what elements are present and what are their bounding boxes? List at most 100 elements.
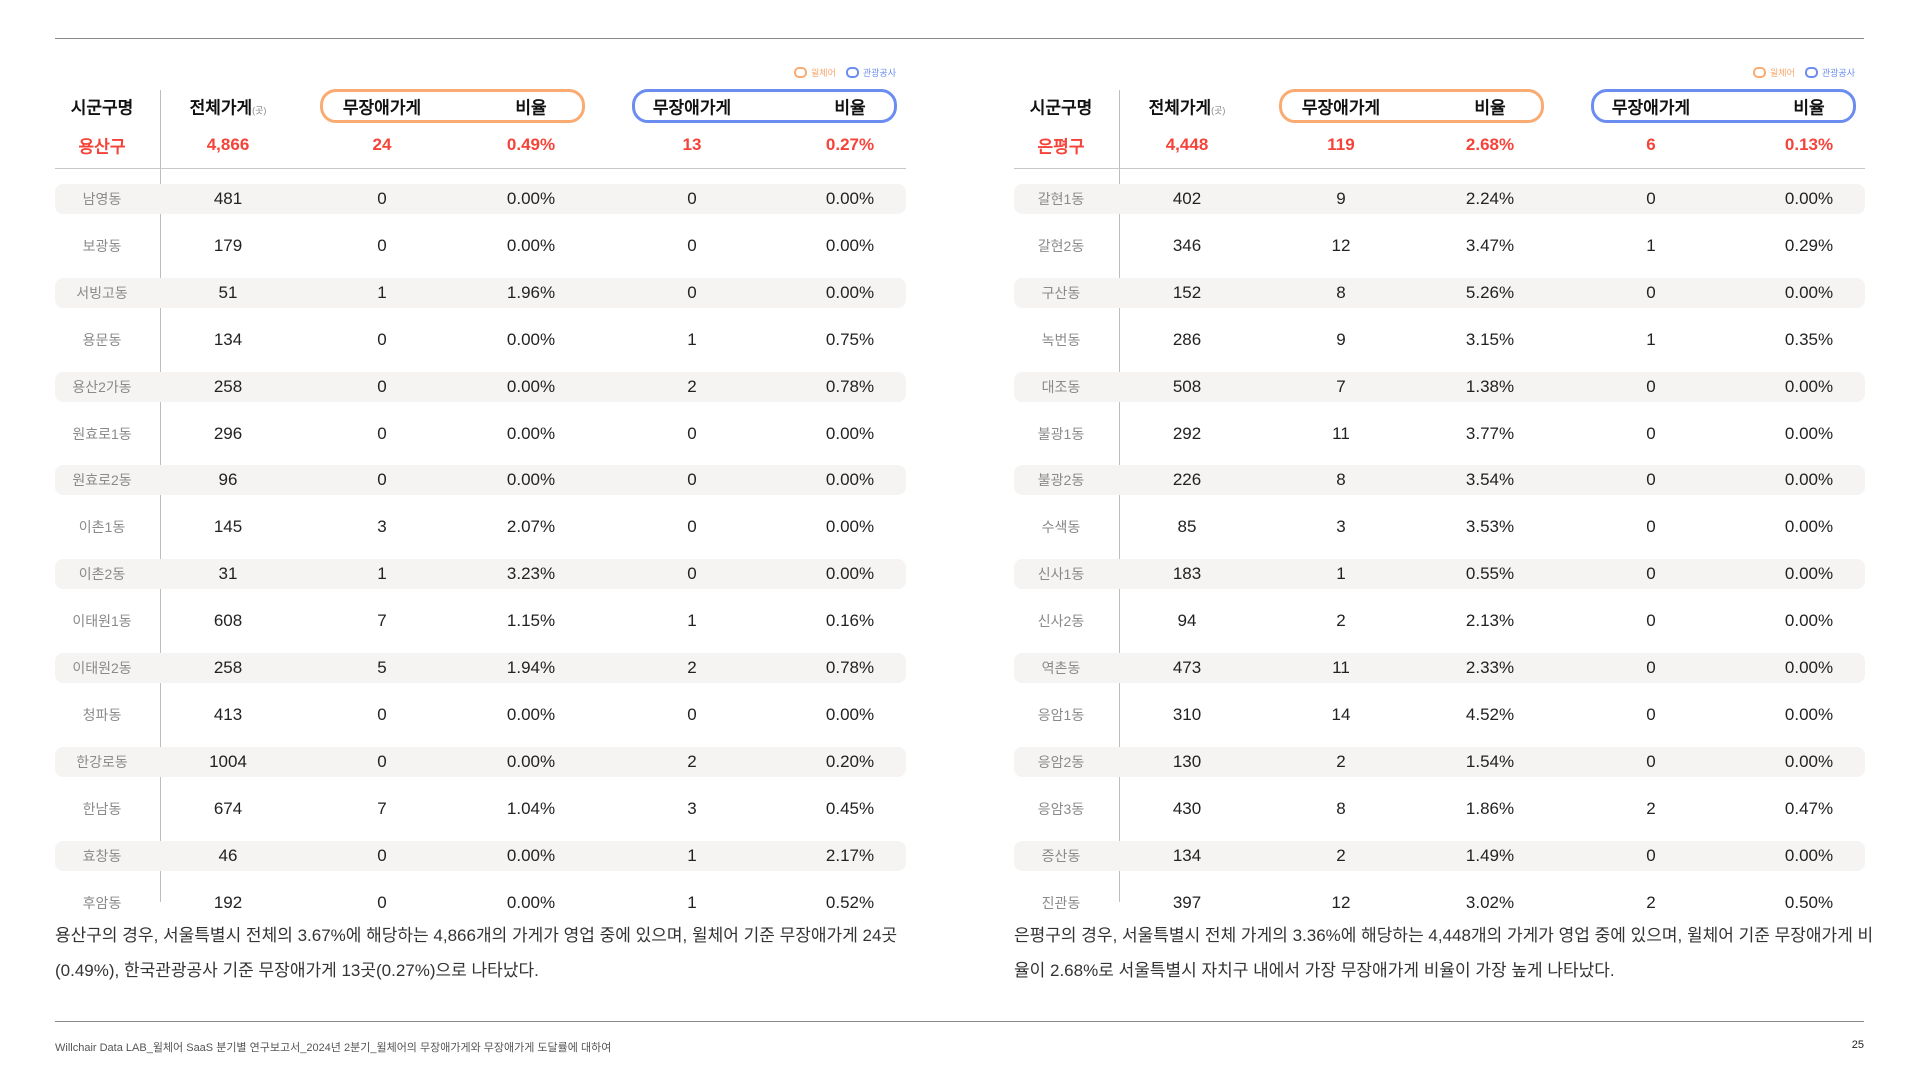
tourism-ratio: 0.00% [1784, 376, 1834, 396]
total-stores: 258 [213, 658, 243, 677]
summary-paragraph-right: 은평구의 경우, 서울특별시 전체 가게의 3.36%에 해당하는 4,448개… [1014, 926, 1874, 980]
tourism-count: 0 [1646, 189, 1656, 208]
wheelchair-ratio: 3.77% [1465, 423, 1515, 443]
summary-paragraph-left: 용산구의 경우, 서울특별시 전체의 3.67%에 해당하는 4,866개의 가… [55, 926, 898, 980]
tourism-count: 0 [1646, 564, 1656, 584]
tourism-legend-ring-icon [845, 67, 859, 78]
header-ratio: 비율 [515, 94, 546, 119]
legend: 윌체어 관광공사 [1753, 66, 1855, 79]
header-label: 무장애가게 [342, 98, 422, 118]
tourism-count: 0 [1646, 611, 1656, 631]
legend: 윌체어 관광공사 [794, 66, 896, 79]
table-row: 이촌2동 31 1 3.23% 0 0.00% [55, 551, 906, 597]
wheelchair-ratio: 1.96% [506, 282, 556, 302]
tourism-ratio: 0.00% [1784, 189, 1834, 208]
wheelchair-count: 7 [377, 611, 387, 631]
summary-name: 은평구 [1037, 137, 1085, 157]
wheelchair-ratio: 0.00% [506, 845, 556, 865]
tourism-count: 3 [687, 798, 697, 818]
wheelchair-count: 2 [1336, 611, 1346, 631]
wheelchair-ratio: 2.24% [1465, 189, 1515, 208]
wheelchair-ratio: 3.23% [506, 564, 556, 584]
wheelchair-count: 2 [1336, 845, 1346, 865]
wheelchair-count: 0 [377, 423, 387, 443]
wheelchair-ratio: 3.15% [1465, 329, 1515, 349]
wheelchair-count: 3 [1336, 517, 1346, 537]
tourism-count: 0 [1646, 423, 1656, 443]
header-label: 비율 [1793, 98, 1825, 118]
total-stores: 508 [1172, 376, 1202, 396]
header-ratio: 비율 [1474, 94, 1505, 119]
wheelchair-ratio: 0.55% [1465, 564, 1515, 584]
header-label: 비율 [1474, 98, 1506, 118]
wheelchair-ratio: 0.00% [506, 235, 556, 255]
table-row: 원효로1동 296 0 0.00% 0 0.00% [55, 411, 906, 457]
total-stores: 130 [1172, 751, 1202, 771]
table-row: 구산동 152 8 5.26% 0 0.00% [1014, 270, 1865, 316]
header-unit: (곳) [252, 105, 267, 116]
tourism-ratio: 0.00% [1784, 751, 1834, 771]
total-stores: 296 [213, 423, 243, 443]
dong-name: 진관동 [1041, 894, 1081, 911]
total-stores: 85 [1177, 517, 1197, 537]
tourism-count: 0 [687, 564, 697, 584]
wheelchair-count: 0 [377, 704, 387, 724]
total-stores: 192 [213, 892, 243, 912]
wheelchair-ratio: 0.00% [506, 376, 556, 396]
tourism-header-pill [1591, 89, 1856, 123]
total-stores: 402 [1172, 189, 1202, 208]
wheelchair-header-pill [1279, 89, 1544, 123]
total-stores: 134 [213, 329, 243, 349]
dong-name: 원효로1동 [72, 425, 132, 442]
tourism-ratio: 0.29% [1784, 235, 1834, 255]
total-stores: 226 [1172, 470, 1202, 490]
wheelchair-ratio: 1.04% [506, 798, 556, 818]
total-stores: 608 [213, 611, 243, 631]
dong-name: 이태원1동 [72, 613, 132, 630]
table-row: 서빙고동 51 1 1.96% 0 0.00% [55, 270, 906, 316]
tourism-ratio: 0.47% [1784, 798, 1834, 818]
dong-name: 증산동 [1041, 847, 1081, 864]
tourism-count: 1 [687, 329, 697, 349]
total-stores: 258 [213, 376, 243, 396]
total-stores: 674 [213, 798, 243, 818]
wheelchair-count: 1 [377, 282, 387, 302]
summary-wc_ratio: 2.68% [1465, 135, 1515, 154]
table-row: 신사1동 183 1 0.55% 0 0.00% [1014, 551, 1865, 597]
wheelchair-count: 9 [1336, 329, 1346, 349]
page-number: 25 [1851, 1039, 1864, 1051]
table-row: 갈현2동 346 12 3.47% 1 0.29% [1014, 223, 1865, 269]
header-barrier_free: 무장애가게 [653, 94, 731, 119]
header-label: 무장애가게 [1611, 98, 1691, 118]
tourism-count: 0 [1646, 658, 1656, 677]
tourism-ratio: 0.75% [825, 329, 875, 349]
wheelchair-ratio: 5.26% [1465, 282, 1515, 302]
dong-name: 후암동 [82, 894, 122, 911]
table-row: 불광1동 292 11 3.77% 0 0.00% [1014, 411, 1865, 457]
wheelchair-count: 11 [1332, 658, 1350, 677]
table-row: 청파동 413 0 0.00% 0 0.00% [55, 692, 906, 738]
tourism-count: 1 [687, 845, 697, 865]
tourism-ratio: 0.00% [825, 423, 875, 443]
tourism-count: 2 [687, 376, 697, 396]
table-row: 한강로동 1004 0 0.00% 2 0.20% [55, 739, 906, 785]
wheelchair-ratio: 1.86% [1465, 798, 1515, 818]
tourism-ratio: 0.78% [825, 658, 875, 677]
dong-name: 한남동 [82, 800, 122, 817]
wheelchair-count: 7 [1336, 376, 1346, 396]
dong-name: 수색동 [1041, 519, 1081, 536]
header-label: 전체가게 [189, 98, 253, 118]
wheelchair-ratio: 3.54% [1465, 470, 1515, 490]
header-separator [55, 168, 906, 169]
tourism-ratio: 0.00% [1784, 517, 1834, 537]
wheelchair-ratio: 1.15% [506, 611, 556, 631]
tourism-ratio: 0.78% [825, 376, 875, 396]
tourism-ratio: 0.52% [825, 892, 875, 912]
summary-total: 4,866 [206, 135, 250, 154]
dong-name: 보광동 [82, 237, 122, 254]
wheelchair-ratio: 2.13% [1465, 611, 1515, 631]
wheelchair-count: 0 [377, 751, 387, 771]
dong-name: 용문동 [82, 331, 122, 348]
dong-name: 역촌동 [1041, 660, 1081, 676]
wheelchair-count: 12 [1331, 235, 1351, 255]
